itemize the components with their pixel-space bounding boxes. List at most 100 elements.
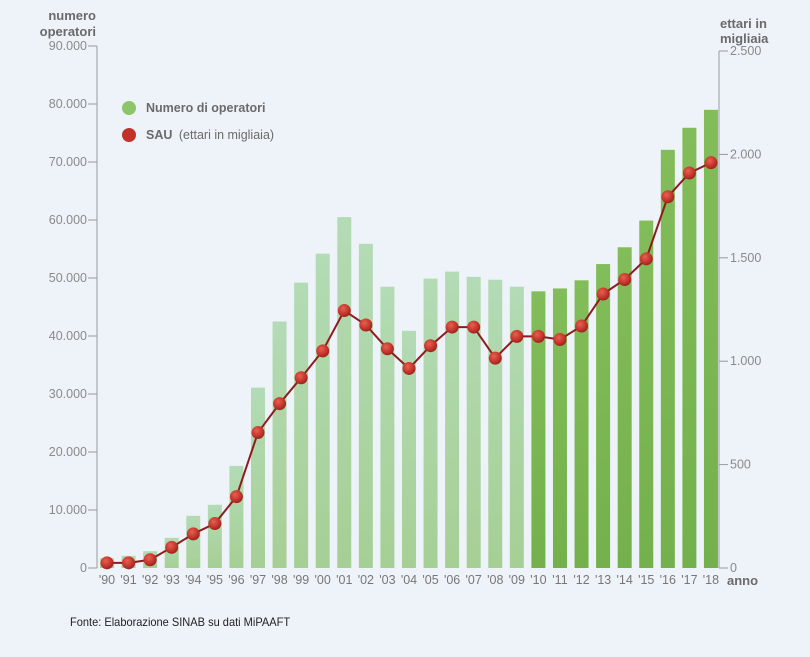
sau-point-93 [165,540,179,554]
left-axis-title-line2: operatori [40,24,96,39]
left-tick-label: 70.000 [49,155,87,169]
x-tick-label: '03 [379,573,395,587]
sau-point-98 [273,397,287,411]
x-tick-label: '01 [336,573,352,587]
sau-point-01 [337,304,351,318]
right-tick-label: 2.500 [730,44,761,58]
bar-17 [682,127,697,568]
x-tick-label: '95 [207,573,223,587]
sau-point-94 [186,527,200,541]
legend-label-operatori: Numero di operatori [146,101,265,115]
axes-layer: numero operatori ettari in migliaia anno [40,8,770,588]
x-tick-label: '06 [444,573,460,587]
legend-label-sau-suffix: (ettari in migliaia) [179,128,274,142]
right-tick-label: 0 [730,561,737,575]
right-tick-label: 500 [730,458,751,472]
x-tick-label: '98 [271,573,287,587]
sau-point-90 [100,556,114,570]
bar-09 [509,286,524,568]
right-tick-label: 2.000 [730,147,761,161]
bar-02 [358,243,373,568]
sau-point-12 [575,319,589,333]
x-tick-label: '17 [681,573,697,587]
x-tick-label: '91 [120,573,136,587]
sau-point-03 [380,342,394,356]
sau-point-09 [510,329,524,343]
bar-99 [294,282,309,568]
sau-point-95 [208,517,222,531]
ticks-layer: 0 10.000 20.000 30.000 40.000 50.000 60.000 70.… [49,39,762,575]
left-tick-label: 60.000 [49,213,87,227]
sau-point-17 [682,166,696,180]
legend-swatch-sau [122,128,136,142]
bar-11 [552,288,567,568]
line-layer [100,156,718,570]
sau-point-15 [639,252,653,266]
x-tick-label: '12 [573,573,589,587]
sau-point-96 [229,490,243,504]
bars-layer [100,109,718,569]
x-tick-label: '08 [487,573,503,587]
bar-00 [315,253,330,568]
bar-08 [488,279,503,568]
sau-point-18 [704,156,718,170]
x-tick-label: '99 [293,573,309,587]
sau-point-10 [531,329,545,343]
x-tick-label: '02 [358,573,374,587]
sau-point-99 [294,371,308,385]
x-tick-label: '05 [422,573,438,587]
x-tick-label: '10 [530,573,546,587]
x-axis-title: anno [727,573,758,588]
sau-point-00 [316,344,330,358]
left-tick-label: 40.000 [49,329,87,343]
x-tick-label: '15 [638,573,654,587]
x-tick-label: '11 [552,573,567,587]
right-axis-title-line1: ettari in [720,16,767,31]
sau-point-04 [402,361,416,375]
x-tick-label: '90 [99,573,115,587]
sau-point-92 [143,553,157,567]
bar-18 [703,109,718,569]
bar-04 [401,330,416,568]
sau-point-06 [445,320,459,334]
right-tick-label: 1.000 [730,354,761,368]
x-tick-label: '97 [250,573,266,587]
left-tick-label: 90.000 [49,39,87,53]
legend-swatch-operatori [122,101,136,115]
sau-point-97 [251,426,265,440]
legend-label-sau: SAU (ettari in migliaia) [146,128,274,142]
left-tick-label: 80.000 [49,97,87,111]
sau-point-07 [467,320,481,334]
x-tick-label: '09 [509,573,525,587]
bar-97 [250,387,265,568]
sau-point-11 [553,332,567,346]
x-tick-label: '04 [401,573,417,587]
x-tick-label: '18 [703,573,719,587]
left-tick-label: 10.000 [49,503,87,517]
sau-point-91 [122,556,136,570]
right-axis-title-line2: migliaia [720,31,769,46]
sau-point-02 [359,318,373,332]
bar-01 [337,217,352,568]
bar-05 [423,278,438,568]
x-tick-labels: '90 '91 '92 '93 '94 '95 '96 '97 '98 '99 '00 '01 '02 '… [99,573,719,587]
legend-label-sau-name: SAU [146,128,172,142]
x-tick-label: '13 [595,573,611,587]
x-tick-label: '16 [660,573,676,587]
bar-10 [531,291,546,568]
bar-95 [207,504,222,568]
source-note: Fonte: Elaborazione SINAB su dati MiPAAF… [70,615,291,629]
bar-07 [466,276,481,568]
x-tick-label: '96 [228,573,244,587]
sau-point-08 [488,351,502,365]
sau-point-05 [424,339,438,353]
x-tick-label: '07 [466,573,482,587]
bar-13 [596,264,611,568]
sau-point-13 [596,287,610,301]
bar-12 [574,280,589,568]
legend: Numero di operatori SAU (ettari in migli… [122,101,274,142]
left-tick-label: 30.000 [49,387,87,401]
left-tick-label: 0 [80,561,87,575]
sau-point-14 [618,273,632,287]
